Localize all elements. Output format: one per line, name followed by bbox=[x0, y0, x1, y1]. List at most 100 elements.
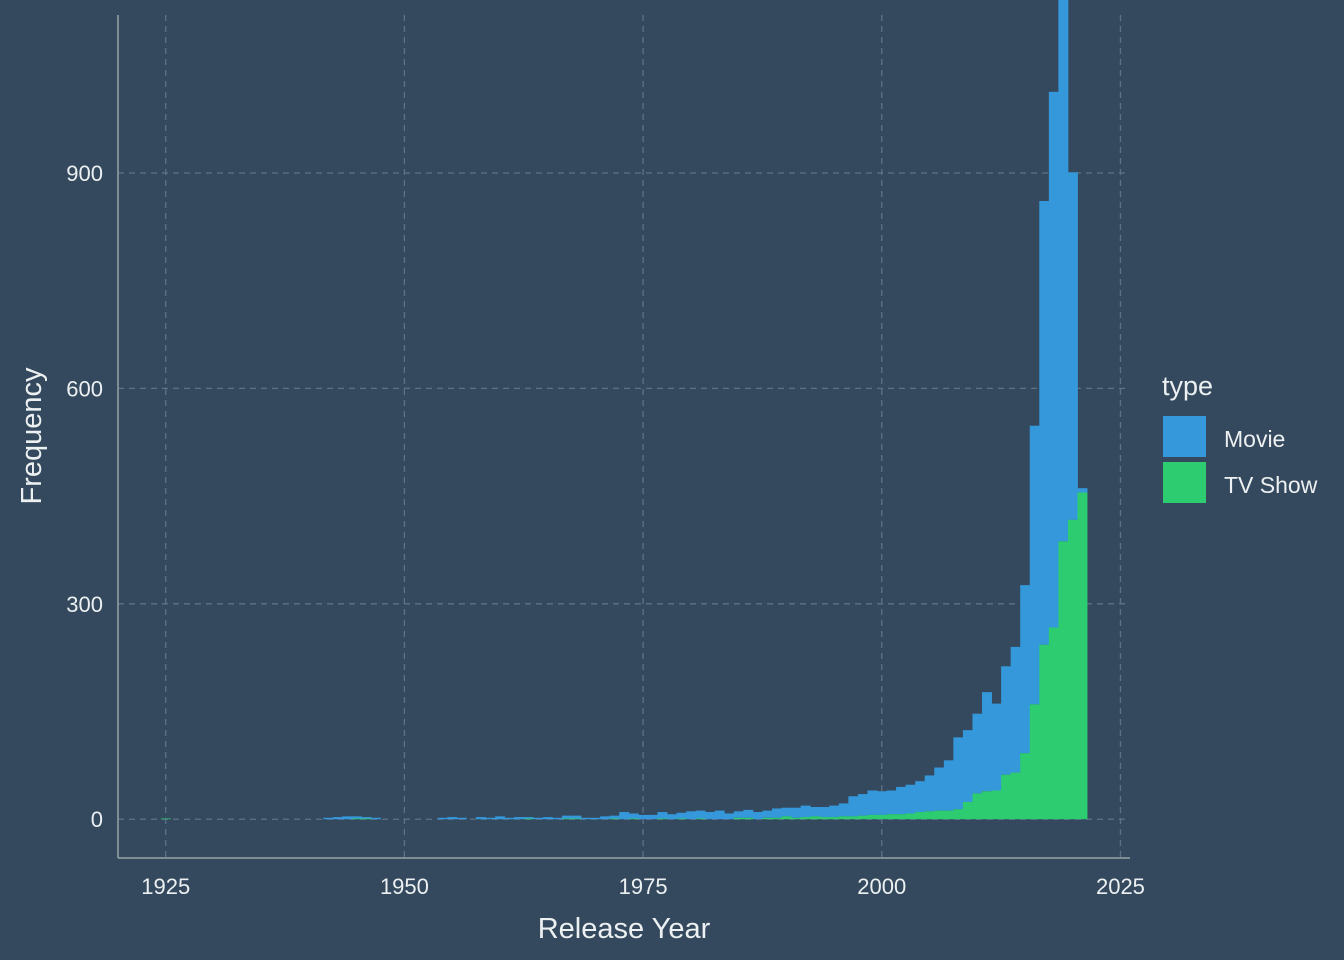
bar-movie-1970 bbox=[590, 817, 601, 820]
x-axis-title: Release Year bbox=[538, 913, 711, 945]
y-axis-title: Frequency bbox=[16, 367, 48, 505]
bar-movie-1995 bbox=[829, 805, 840, 818]
bar-movie-1961 bbox=[504, 817, 515, 820]
bar-movie-2002 bbox=[896, 786, 907, 815]
bar-tv-show-2012 bbox=[991, 790, 1002, 820]
bar-tv-show-2001 bbox=[886, 814, 897, 820]
bar-movie-1943 bbox=[332, 817, 343, 820]
legend: type Movie TV Show bbox=[1162, 371, 1318, 503]
legend-key-tv-show bbox=[1163, 462, 1206, 503]
bar-movie-1979 bbox=[676, 812, 687, 819]
bar-tv-show-1972 bbox=[609, 818, 620, 820]
bar-tv-show-1925 bbox=[160, 818, 171, 820]
bar-movie-1969 bbox=[581, 817, 591, 820]
bar-movie-1968 bbox=[571, 815, 582, 819]
bar-tv-show-1993 bbox=[810, 816, 821, 820]
bar-movie-1965 bbox=[542, 817, 553, 820]
bar-tv-show-2002 bbox=[896, 814, 907, 820]
axes bbox=[117, 15, 1130, 859]
bar-movie-2000 bbox=[877, 791, 887, 815]
bar-movie-1978 bbox=[666, 814, 677, 820]
x-tick-label-2025: 2025 bbox=[1096, 874, 1145, 899]
bar-movie-1987 bbox=[752, 812, 763, 820]
bar-movie-2016 bbox=[1029, 425, 1040, 705]
bar-tv-show-1986 bbox=[743, 817, 754, 820]
bar-movie-1990 bbox=[781, 807, 792, 817]
bar-tv-show-1963 bbox=[523, 818, 534, 820]
bar-movie-1992 bbox=[800, 805, 811, 818]
bar-movie-1966 bbox=[552, 817, 563, 820]
bar-tv-show-1945 bbox=[351, 818, 362, 820]
bar-movie-1996 bbox=[838, 803, 849, 817]
bar-tv-show-1979 bbox=[676, 818, 687, 820]
bar-tv-show-2003 bbox=[905, 813, 916, 820]
bar-movie-2004 bbox=[915, 781, 926, 813]
bar-tv-show-1981 bbox=[695, 818, 706, 820]
bar-movie-1946 bbox=[361, 817, 372, 819]
x-tick-label-2000: 2000 bbox=[857, 874, 906, 899]
bar-movie-2014 bbox=[1010, 646, 1021, 773]
bar-movie-2019 bbox=[1058, 0, 1069, 542]
bar-tv-show-1998 bbox=[857, 815, 868, 820]
y-tick-labels: 0 300 600 900 bbox=[66, 161, 103, 832]
bar-movie-1972 bbox=[609, 815, 620, 819]
bar-tv-show-1997 bbox=[848, 816, 859, 820]
bar-movie-2013 bbox=[1001, 666, 1012, 775]
bar-movie-2003 bbox=[905, 784, 916, 814]
bar-movie-1944 bbox=[342, 816, 353, 820]
bar-movie-2018 bbox=[1048, 91, 1059, 628]
bar-movie-1974 bbox=[628, 813, 639, 819]
bar-movie-1954 bbox=[437, 817, 448, 820]
bar-tv-show-2016 bbox=[1029, 704, 1040, 820]
bar-tv-show-1989 bbox=[771, 817, 782, 820]
bar-tv-show-2021 bbox=[1077, 492, 1088, 820]
bar-tv-show-1967 bbox=[561, 818, 572, 820]
bar-tv-show-2011 bbox=[982, 791, 992, 820]
bar-tv-show-2013 bbox=[1001, 774, 1012, 820]
bar-tv-show-1990 bbox=[781, 816, 792, 820]
bar-movie-1960 bbox=[495, 816, 506, 820]
x-tick-labels: 1925 1950 1975 2000 2025 bbox=[141, 874, 1145, 899]
bar-movie-2008 bbox=[953, 737, 964, 810]
bar-movie-2009 bbox=[962, 730, 973, 802]
bar-movie-1963 bbox=[523, 817, 534, 819]
y-tick-label-900: 900 bbox=[66, 161, 103, 186]
bar-movie-1959 bbox=[485, 817, 496, 820]
bar-movie-1967 bbox=[561, 815, 572, 819]
bar-movie-1989 bbox=[771, 808, 782, 818]
bar-movie-1973 bbox=[619, 812, 630, 820]
bar-movie-1994 bbox=[819, 807, 830, 818]
bar-tv-show-2005 bbox=[924, 811, 935, 820]
bar-movie-2006 bbox=[934, 767, 945, 811]
legend-key-movie bbox=[1163, 416, 1206, 457]
bar-movie-2012 bbox=[991, 703, 1002, 791]
bar-movie-1955 bbox=[447, 817, 458, 820]
bar-movie-2010 bbox=[972, 713, 983, 794]
bar-movie-1982 bbox=[705, 812, 716, 820]
legend-title: type bbox=[1162, 371, 1213, 401]
bar-tv-show-1985 bbox=[733, 817, 744, 820]
bar-tv-show-1999 bbox=[867, 814, 878, 820]
bar-tv-show-1995 bbox=[829, 817, 840, 820]
bar-movie-2007 bbox=[943, 760, 954, 811]
bar-tv-show-2017 bbox=[1039, 644, 1050, 820]
bar-tv-show-2018 bbox=[1048, 627, 1059, 820]
x-tick-label-1950: 1950 bbox=[380, 874, 429, 899]
bar-tv-show-2008 bbox=[953, 809, 964, 820]
bar-movie-1999 bbox=[867, 790, 878, 815]
bar-tv-show-2014 bbox=[1010, 772, 1021, 820]
x-tick-label-1925: 1925 bbox=[141, 874, 190, 899]
bar-movie-1947 bbox=[371, 817, 381, 820]
bar-movie-2011 bbox=[982, 692, 992, 792]
bar-tv-show-2020 bbox=[1067, 519, 1078, 820]
bar-movie-2020 bbox=[1067, 172, 1078, 520]
bar-tv-show-1968 bbox=[571, 818, 582, 820]
bar-movie-1975 bbox=[638, 814, 649, 820]
bar-movie-2005 bbox=[924, 775, 935, 812]
bar-movie-2015 bbox=[1020, 585, 1031, 754]
legend-label-tv-show: TV Show bbox=[1224, 472, 1318, 498]
bar-tv-show-1974 bbox=[628, 818, 639, 820]
bar-movie-1962 bbox=[514, 817, 525, 820]
bar-tv-show-1996 bbox=[838, 816, 849, 820]
